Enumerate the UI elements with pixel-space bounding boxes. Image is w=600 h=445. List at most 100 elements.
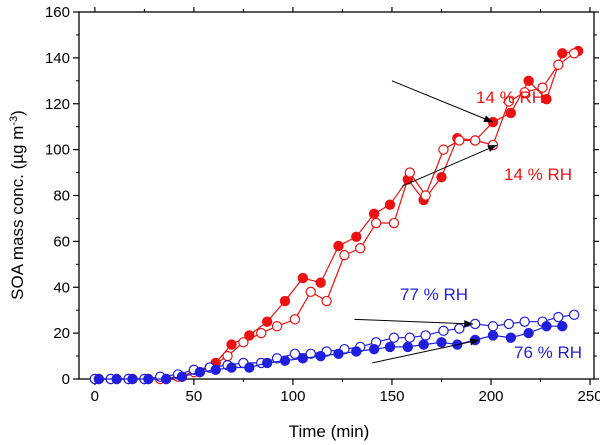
annotation-arrow-line bbox=[372, 339, 480, 364]
data-point bbox=[553, 59, 564, 70]
svg-text:SOA mass conc. (µg m-3): SOA mass conc. (µg m-3) bbox=[8, 110, 27, 300]
data-point bbox=[404, 167, 415, 178]
data-point bbox=[194, 366, 206, 378]
data-point bbox=[384, 199, 396, 210]
x-axis-label: Time (min) bbox=[289, 422, 370, 441]
y-tick-label: 140 bbox=[45, 50, 70, 67]
data-point bbox=[289, 314, 301, 325]
data-point bbox=[402, 341, 414, 353]
data-point bbox=[261, 316, 273, 327]
data-point bbox=[418, 339, 429, 350]
data-point bbox=[297, 353, 309, 364]
data-point bbox=[279, 355, 291, 366]
data-point bbox=[541, 93, 552, 105]
data-point bbox=[127, 373, 138, 385]
data-point bbox=[568, 48, 580, 59]
data-point bbox=[368, 208, 380, 220]
annotation-arrow-line bbox=[391, 80, 494, 123]
data-point bbox=[505, 107, 517, 119]
y-tick-label: 20 bbox=[53, 325, 70, 342]
data-point bbox=[226, 339, 237, 350]
data-point bbox=[238, 337, 249, 348]
y-tick-label: 160 bbox=[45, 4, 70, 21]
annotations-layer: 14 % RH 14 % RH 77 % RH 76 % RH bbox=[354, 80, 582, 364]
data-point bbox=[160, 373, 172, 385]
data-point bbox=[454, 323, 465, 334]
x-tick-label: 50 bbox=[186, 388, 203, 405]
annotation: 77 % RH bbox=[354, 285, 474, 328]
data-point bbox=[537, 82, 548, 93]
y-axis-label-sup: -3 bbox=[8, 116, 20, 126]
data-point bbox=[210, 364, 221, 376]
y-axis-label-main: SOA mass conc. (µg m bbox=[8, 126, 27, 300]
data-point bbox=[143, 373, 154, 385]
data-point bbox=[305, 348, 316, 359]
data-point bbox=[176, 371, 188, 382]
data-point bbox=[420, 190, 431, 201]
data-point bbox=[368, 343, 380, 355]
x-tick-label: 100 bbox=[280, 388, 305, 405]
data-point bbox=[438, 325, 449, 337]
data-point bbox=[487, 330, 499, 341]
data-point bbox=[541, 321, 552, 332]
data-point bbox=[244, 362, 255, 373]
y-axis-label-close: ) bbox=[8, 110, 27, 116]
data-point bbox=[503, 318, 515, 330]
data-point bbox=[503, 96, 515, 107]
x-tick-label: 150 bbox=[379, 388, 404, 405]
y-axis-label: SOA mass conc. (µg m-3) bbox=[8, 110, 27, 300]
annotation: 76 % RH bbox=[372, 338, 582, 364]
axes: 0 50 100 150 200 250 0 20 40 60 80 100 120 140 160 bbox=[45, 4, 600, 405]
data-point bbox=[315, 350, 326, 362]
y-tick-label: 100 bbox=[45, 142, 70, 159]
data-point bbox=[436, 171, 447, 183]
annotation-label: 77 % RH bbox=[400, 285, 468, 304]
data-point bbox=[297, 272, 309, 284]
data-point bbox=[370, 217, 382, 229]
x-tick-label: 250 bbox=[578, 388, 600, 405]
x-tick-label: 200 bbox=[478, 388, 503, 405]
data-point bbox=[523, 75, 534, 87]
annotation: 14 % RH bbox=[401, 144, 572, 187]
data-point bbox=[388, 217, 400, 229]
data-point bbox=[519, 316, 530, 327]
data-point bbox=[523, 327, 534, 339]
y-tick-label: 40 bbox=[53, 279, 70, 296]
y-tick-label: 80 bbox=[53, 188, 70, 205]
annotation-label: 76 % RH bbox=[514, 343, 582, 362]
y-tick-label: 60 bbox=[53, 233, 70, 250]
data-point bbox=[388, 332, 400, 343]
annotation-arrowhead bbox=[487, 145, 497, 152]
annotation-label: 14 % RH bbox=[476, 88, 544, 107]
annotation-label: 14 % RH bbox=[504, 165, 572, 184]
data-point bbox=[315, 277, 326, 288]
data-point bbox=[222, 350, 233, 362]
plot-frame bbox=[78, 11, 595, 380]
data-point bbox=[93, 373, 105, 385]
data-point bbox=[305, 286, 316, 298]
data-point bbox=[553, 311, 564, 323]
data-point bbox=[226, 362, 237, 373]
annotation-arrowhead bbox=[469, 338, 480, 346]
data-point bbox=[279, 295, 291, 307]
data-point bbox=[487, 321, 499, 332]
data-point bbox=[261, 357, 273, 369]
data-point bbox=[339, 249, 350, 261]
series-line bbox=[94, 314, 575, 380]
data-point bbox=[505, 332, 517, 343]
data-point bbox=[438, 144, 449, 155]
data-point bbox=[333, 348, 344, 359]
series-2 bbox=[89, 309, 580, 385]
x-tick-label: 0 bbox=[91, 388, 99, 405]
y-tick-label: 0 bbox=[62, 371, 70, 388]
data-point bbox=[519, 87, 530, 98]
data-point bbox=[355, 243, 366, 254]
annotation-arrowhead bbox=[464, 320, 474, 328]
data-point bbox=[469, 135, 481, 146]
y-tick-label: 120 bbox=[45, 96, 70, 113]
annotation-arrowhead bbox=[483, 115, 493, 123]
data-point bbox=[454, 135, 465, 146]
data-point bbox=[420, 330, 431, 341]
data-point bbox=[436, 337, 447, 348]
